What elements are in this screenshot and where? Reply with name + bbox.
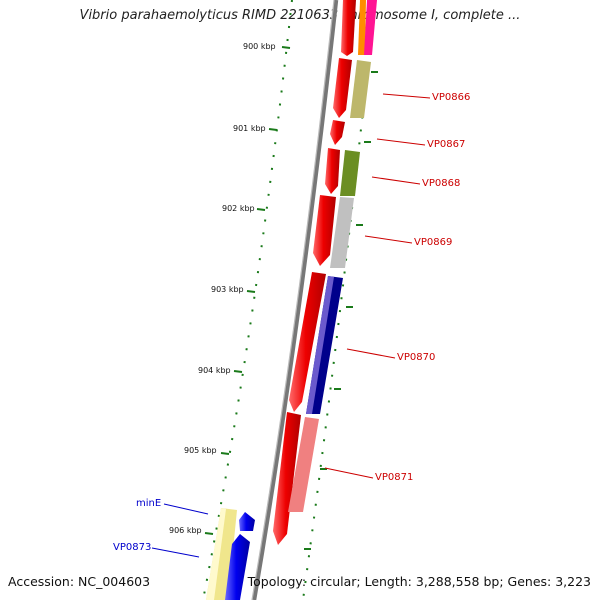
gene-arrow-mine[interactable] bbox=[239, 512, 255, 531]
cds-reverse-track bbox=[206, 508, 255, 600]
genome-title: Vibrio parahaemolyticus RIMD 2210633 chr… bbox=[79, 8, 521, 23]
annotation-vp0870-shade bbox=[306, 276, 334, 414]
tick-label-903: 903 kbp bbox=[211, 285, 244, 294]
accession-text: Accession: NC_004603 bbox=[8, 574, 151, 589]
annotation-orange[interactable] bbox=[358, 0, 366, 55]
gene-arrow-vp0873[interactable] bbox=[225, 534, 250, 600]
annotation-vp0871[interactable] bbox=[288, 417, 319, 512]
tick-label-901: 901 kbp bbox=[233, 124, 266, 133]
chromosome-backbone-highlight bbox=[251, 0, 335, 600]
annotation-mine-shade bbox=[206, 508, 226, 600]
tick-label-906: 906 kbp bbox=[169, 526, 202, 535]
kbp-tick-marks bbox=[204, 46, 378, 550]
annotation-vp0866[interactable] bbox=[350, 60, 371, 118]
annotation-magenta[interactable] bbox=[364, 0, 377, 55]
gene-arrow-vp0870[interactable] bbox=[289, 272, 326, 412]
annotation-vp0868[interactable] bbox=[340, 150, 360, 196]
gene-arrow-vp0866-b[interactable] bbox=[333, 58, 352, 118]
gene-arrow-vp0868[interactable] bbox=[325, 148, 340, 194]
gene-arrow-vp0867[interactable] bbox=[330, 120, 345, 145]
gene-label-vp0873[interactable]: VP0873 bbox=[113, 542, 151, 553]
tick-label-902: 902 kbp bbox=[222, 204, 255, 213]
genome-summary-text: Topology: circular; Length: 3,288,558 bp… bbox=[247, 574, 591, 589]
tick-label-905: 905 kbp bbox=[184, 446, 217, 455]
gene-arrow-vp0866[interactable] bbox=[341, 0, 356, 56]
cds-forward-track bbox=[273, 0, 356, 545]
gene-labels: VP0866 VP0867 VP0868 VP0869 VP0870 VP087… bbox=[113, 92, 470, 553]
tick-label-904: 904 kbp bbox=[198, 366, 231, 375]
gene-label-vp0866[interactable]: VP0866 bbox=[432, 92, 470, 103]
gene-label-vp0870[interactable]: VP0870 bbox=[397, 352, 435, 363]
gene-label-vp0868[interactable]: VP0868 bbox=[422, 178, 460, 189]
gene-label-vp0867[interactable]: VP0867 bbox=[427, 139, 465, 150]
annotation-vp0869[interactable] bbox=[330, 197, 354, 268]
gene-label-vp0871[interactable]: VP0871 bbox=[375, 472, 413, 483]
kbp-tick-labels: 900 kbp 901 kbp 902 kbp 903 kbp 904 kbp … bbox=[169, 42, 276, 535]
gene-label-vp0869[interactable]: VP0869 bbox=[414, 237, 452, 248]
annotation-track bbox=[288, 0, 377, 512]
inner-dotted-track bbox=[202, 0, 293, 600]
gene-arrow-vp0871[interactable] bbox=[273, 412, 301, 545]
gene-label-mine[interactable]: minE bbox=[136, 498, 161, 509]
label-connectors bbox=[151, 93, 431, 558]
chromosome-backbone bbox=[251, 0, 339, 600]
tick-label-900: 900 kbp bbox=[243, 42, 276, 51]
gene-arrow-vp0869[interactable] bbox=[313, 195, 336, 266]
